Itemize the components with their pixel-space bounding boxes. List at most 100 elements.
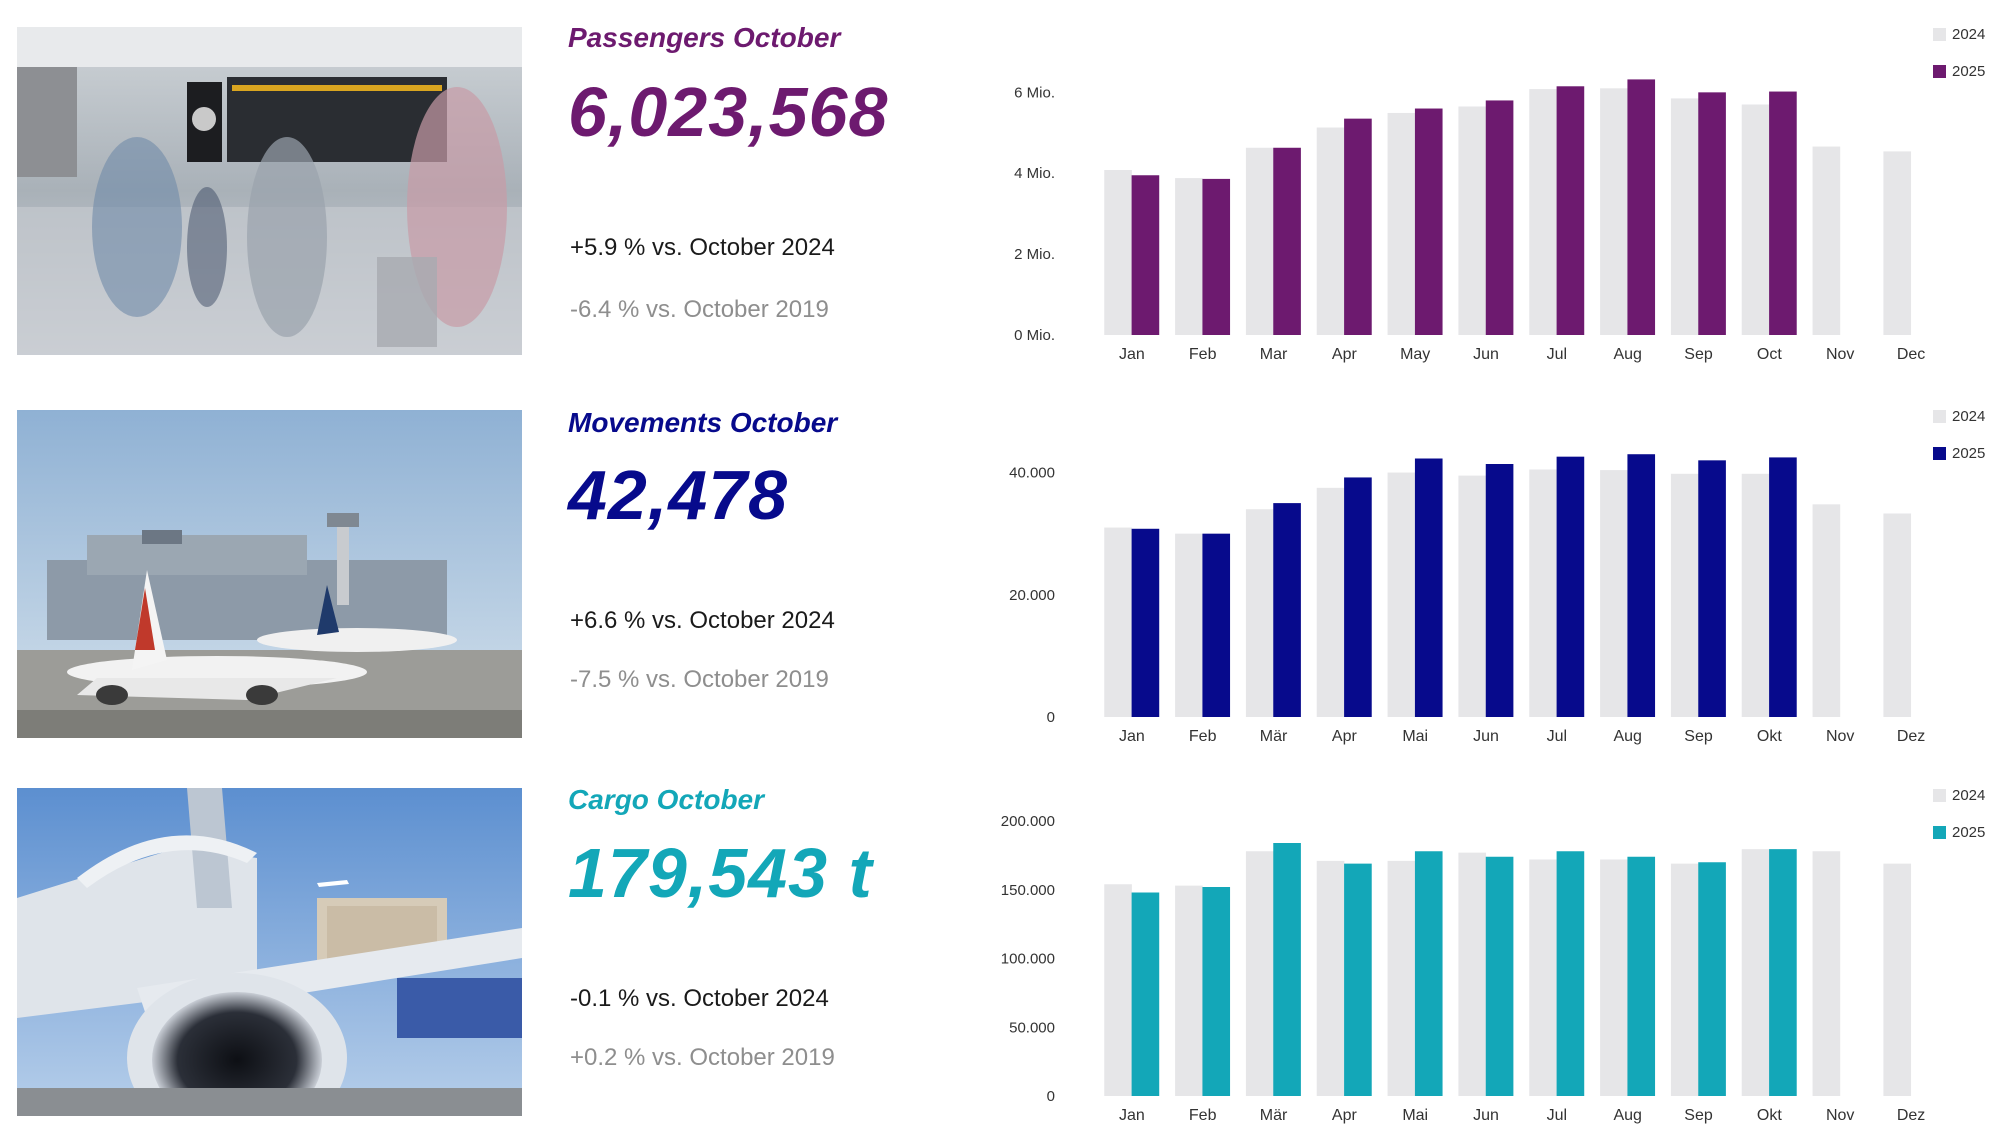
bar-2025-Oct bbox=[1769, 91, 1797, 335]
bar-2024-Feb bbox=[1175, 885, 1203, 1096]
x-tick-label: Mai bbox=[1402, 728, 1428, 745]
x-tick-label: Feb bbox=[1189, 728, 1217, 745]
y-tick-label: 4 Mio. bbox=[1014, 165, 1055, 182]
legend-swatch-2024 bbox=[1933, 410, 1946, 423]
bar-2025-Sep bbox=[1698, 92, 1726, 336]
bar-2025-Sep bbox=[1698, 862, 1726, 1096]
y-tick-label: 6 Mio. bbox=[1014, 84, 1055, 101]
x-tick-label: Apr bbox=[1332, 728, 1358, 745]
x-tick-label: Nov bbox=[1826, 1107, 1854, 1124]
legend-label-2025: 2025 bbox=[1952, 824, 1985, 841]
legend-swatch-2025 bbox=[1933, 447, 1946, 460]
x-tick-label: Jul bbox=[1547, 1107, 1567, 1124]
bar-2025-Jan bbox=[1131, 892, 1160, 1096]
y-tick-label: 100.000 bbox=[1001, 951, 1055, 968]
bar-2025-Jan bbox=[1131, 175, 1160, 335]
bar-2025-Mär bbox=[1273, 503, 1301, 717]
chart-svg: 0 Mio. 2 Mio. 4 Mio. 6 Mio. Jan Feb Mar Apr May J… bbox=[1014, 26, 1985, 363]
x-tick-label: Aug bbox=[1613, 1107, 1641, 1124]
bar-2025-Sep bbox=[1698, 460, 1726, 717]
bar-2024-Nov bbox=[1812, 504, 1841, 717]
bar-2025-Jul bbox=[1556, 851, 1585, 1096]
chart-svg: 0 20.000 40.000 Jan Feb Mär Apr Mai Jun Jul Aug Sep… bbox=[1009, 408, 1985, 745]
movements-value: 42,478 bbox=[568, 456, 789, 534]
passengers-title: Passengers October bbox=[568, 22, 841, 53]
bar-2025-May bbox=[1414, 108, 1443, 335]
bar-2024-Nov bbox=[1812, 851, 1841, 1096]
x-tick-label: Jan bbox=[1119, 1107, 1145, 1124]
bar-2025-Apr bbox=[1344, 863, 1372, 1096]
y-tick-label: 2 Mio. bbox=[1014, 246, 1055, 263]
legend-label-2025: 2025 bbox=[1952, 445, 1985, 462]
bar-2024-Feb bbox=[1175, 178, 1203, 335]
bar-2024-Mai bbox=[1387, 860, 1416, 1096]
bar-2024-Apr bbox=[1316, 127, 1345, 335]
x-tick-label: Jan bbox=[1119, 728, 1145, 745]
x-tick-label: Mai bbox=[1402, 1107, 1428, 1124]
bar-2025-Mai bbox=[1414, 851, 1443, 1096]
x-tick-label: Nov bbox=[1826, 728, 1854, 745]
x-tick-label: Sep bbox=[1684, 728, 1713, 745]
bar-2024-Sep bbox=[1670, 473, 1699, 717]
movements-cmp-prev-year: +6.6 % vs. October 2024 bbox=[570, 607, 835, 634]
bar-2025-Aug bbox=[1627, 454, 1656, 717]
x-tick-label: Okt bbox=[1757, 728, 1782, 745]
bar-2024-Jun bbox=[1458, 852, 1487, 1096]
bar-2024-Apr bbox=[1316, 487, 1345, 717]
movements-chart: 0 20.000 40.000 Jan Feb Mär Apr Mai Jun Jul Aug Sep… bbox=[990, 397, 2000, 767]
passengers-chart: 0 Mio. 2 Mio. 4 Mio. 6 Mio. Jan Feb Mar Apr May J… bbox=[990, 15, 2000, 385]
x-tick-label: Feb bbox=[1189, 346, 1217, 363]
bar-2025-Feb bbox=[1202, 533, 1231, 717]
x-tick-label: Dec bbox=[1897, 346, 1925, 363]
x-tick-label: Aug bbox=[1613, 346, 1641, 363]
x-tick-label: Jun bbox=[1473, 346, 1499, 363]
x-tick-label: Jun bbox=[1473, 728, 1499, 745]
x-tick-label: Jul bbox=[1547, 728, 1567, 745]
legend-swatch-2025 bbox=[1933, 65, 1946, 78]
bar-2024-Aug bbox=[1600, 859, 1628, 1096]
y-tick-label: 150.000 bbox=[1001, 882, 1055, 899]
bar-2024-Mai bbox=[1387, 472, 1416, 717]
bar-2024-Nov bbox=[1812, 146, 1841, 335]
bar-2025-Apr bbox=[1344, 118, 1372, 335]
cargo-aircraft-photo bbox=[17, 788, 522, 1116]
movements-cmp-2019: -7.5 % vs. October 2019 bbox=[570, 666, 829, 693]
x-tick-label: Apr bbox=[1332, 1107, 1358, 1124]
bar-2025-Jul bbox=[1556, 456, 1585, 717]
bar-2024-Aug bbox=[1600, 88, 1628, 335]
x-tick-label: Dez bbox=[1897, 728, 1925, 745]
x-tick-label: Aug bbox=[1613, 728, 1641, 745]
bar-2024-Okt bbox=[1741, 849, 1770, 1096]
bar-2024-Apr bbox=[1316, 860, 1345, 1096]
bar-2024-Feb bbox=[1175, 533, 1203, 717]
bar-2024-Mär bbox=[1245, 851, 1274, 1096]
y-tick-label: 40.000 bbox=[1009, 465, 1055, 482]
legend-swatch-2025 bbox=[1933, 826, 1946, 839]
y-tick-label: 20.000 bbox=[1009, 587, 1055, 604]
bar-2025-Feb bbox=[1202, 887, 1231, 1096]
y-tick-label: 200.000 bbox=[1001, 813, 1055, 830]
x-tick-label: Jan bbox=[1119, 346, 1145, 363]
legend-label-2024: 2024 bbox=[1952, 408, 1985, 425]
y-tick-label: 50.000 bbox=[1009, 1019, 1055, 1036]
bar-2025-Mai bbox=[1414, 458, 1443, 717]
bar-2024-Mär bbox=[1245, 509, 1274, 717]
bar-2025-Aug bbox=[1627, 856, 1656, 1096]
passengers-value: 6,023,568 bbox=[568, 73, 889, 151]
x-tick-label: Dez bbox=[1897, 1107, 1925, 1124]
bar-2024-Jan bbox=[1104, 527, 1132, 717]
chart-svg: 0 50.000 100.000 150.000 200.000 Jan Feb Mär Apr… bbox=[1001, 787, 1986, 1124]
bar-2024-Jun bbox=[1458, 106, 1487, 335]
bar-2024-Jul bbox=[1529, 859, 1557, 1096]
cargo-cmp-prev-year: -0.1 % vs. October 2024 bbox=[570, 985, 829, 1012]
bar-2024-Jul bbox=[1529, 89, 1557, 335]
bar-2024-Jan bbox=[1104, 884, 1132, 1096]
bar-2025-Apr bbox=[1344, 477, 1372, 717]
bar-2025-Okt bbox=[1769, 457, 1797, 717]
bar-2024-Oct bbox=[1741, 104, 1770, 335]
legend-swatch-2024 bbox=[1933, 789, 1946, 802]
movements-title: Movements October bbox=[568, 407, 838, 438]
bar-2024-Dez bbox=[1883, 513, 1912, 717]
x-tick-label: Sep bbox=[1684, 346, 1713, 363]
bar-2024-Sep bbox=[1670, 863, 1699, 1096]
